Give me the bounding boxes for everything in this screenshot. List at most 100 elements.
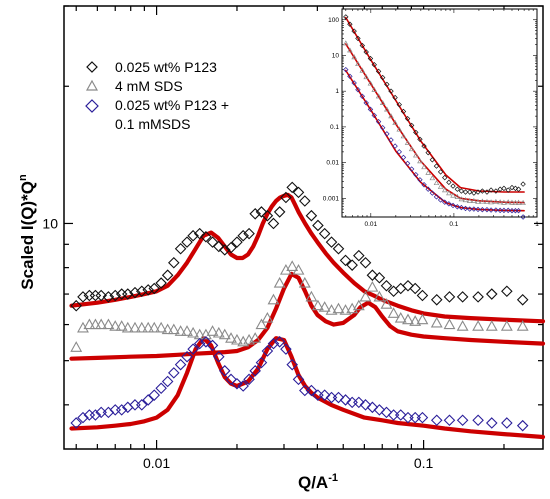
data-point — [206, 236, 219, 248]
fit-line — [69, 271, 546, 361]
data-point — [355, 35, 361, 42]
data-point — [472, 291, 484, 303]
data-point — [255, 356, 268, 369]
data-point — [442, 199, 448, 205]
data-point — [501, 207, 507, 214]
data-point — [421, 164, 427, 170]
data-point — [273, 336, 286, 348]
data-point — [231, 377, 243, 390]
data-point — [454, 186, 461, 192]
data-point — [501, 199, 507, 205]
legend-label: 0.025 wt% P123 + — [115, 97, 229, 113]
data-point — [442, 174, 448, 181]
data-point — [292, 373, 305, 386]
data-point — [430, 414, 443, 427]
data-point — [409, 315, 422, 326]
data-point — [161, 269, 174, 281]
data-point — [493, 188, 499, 194]
data-point — [505, 187, 511, 193]
data-point — [443, 318, 456, 330]
data-point — [373, 272, 386, 284]
data-point — [168, 367, 180, 379]
data-point — [392, 119, 398, 125]
data-point — [312, 219, 324, 232]
data-point — [450, 202, 456, 209]
data-point — [267, 217, 280, 230]
data-point — [416, 313, 429, 325]
data-point — [255, 318, 268, 330]
data-point — [200, 336, 212, 348]
data-point — [512, 185, 519, 192]
data-point — [353, 396, 365, 409]
data-point — [311, 299, 324, 311]
data-point — [181, 350, 193, 363]
data-point — [417, 158, 423, 164]
data-point — [429, 175, 436, 181]
y-tick-label: 100 — [328, 17, 339, 24]
data-point — [425, 169, 431, 175]
data-point — [380, 406, 393, 419]
data-point — [520, 181, 526, 187]
data-point — [351, 80, 357, 86]
data-point — [367, 80, 374, 86]
data-point — [366, 280, 379, 292]
data-point — [261, 209, 274, 222]
data-point — [488, 207, 494, 213]
data-point — [187, 343, 199, 355]
data-point — [231, 236, 243, 248]
legend-marker-diamond — [86, 61, 98, 73]
data-point — [371, 62, 377, 68]
legend-entry-sds: 4 mM SDS — [85, 78, 183, 94]
data-point — [371, 86, 378, 92]
y-tick-label: 1 — [335, 88, 339, 95]
data-point — [70, 417, 82, 429]
data-point — [318, 227, 331, 240]
data-point — [458, 188, 465, 194]
data-point — [89, 318, 102, 330]
data-point — [458, 196, 465, 202]
data-point — [409, 282, 421, 295]
data-point — [267, 337, 280, 350]
data-point — [193, 227, 206, 240]
data-point — [479, 188, 486, 194]
data-point — [122, 288, 134, 300]
data-point — [225, 373, 237, 386]
data-point — [430, 316, 443, 328]
data-point — [408, 166, 415, 172]
data-point — [273, 206, 286, 218]
data-point — [109, 289, 122, 302]
data-point — [416, 289, 429, 302]
data-point — [255, 206, 268, 218]
data-point — [286, 181, 298, 194]
data-point — [115, 320, 128, 331]
data-point — [129, 286, 141, 299]
data-point — [437, 197, 444, 203]
data-point — [218, 365, 231, 377]
data-point — [456, 320, 469, 331]
data-point — [218, 328, 231, 340]
data-point — [155, 382, 167, 395]
data-point — [387, 307, 400, 318]
x-tick-label: 0.01 — [364, 221, 377, 228]
data-point — [318, 389, 331, 401]
data-point — [261, 311, 274, 323]
data-point — [318, 301, 331, 312]
data-point — [467, 189, 473, 195]
data-point — [332, 302, 345, 314]
data-point — [475, 206, 481, 213]
data-point — [497, 199, 503, 205]
data-point — [380, 279, 393, 292]
data-point — [488, 187, 494, 193]
data-point — [404, 115, 411, 122]
data-point — [417, 136, 423, 142]
legend: 0.025 wt% P123 4 mM SDS 0.025 wt% P123 +… — [85, 59, 229, 132]
data-point — [485, 417, 498, 429]
data-point — [366, 401, 379, 414]
data-point — [168, 256, 180, 269]
data-point — [497, 207, 503, 214]
data-point — [109, 320, 122, 331]
data-point — [237, 229, 249, 242]
data-point — [135, 399, 148, 411]
data-point — [343, 40, 349, 46]
